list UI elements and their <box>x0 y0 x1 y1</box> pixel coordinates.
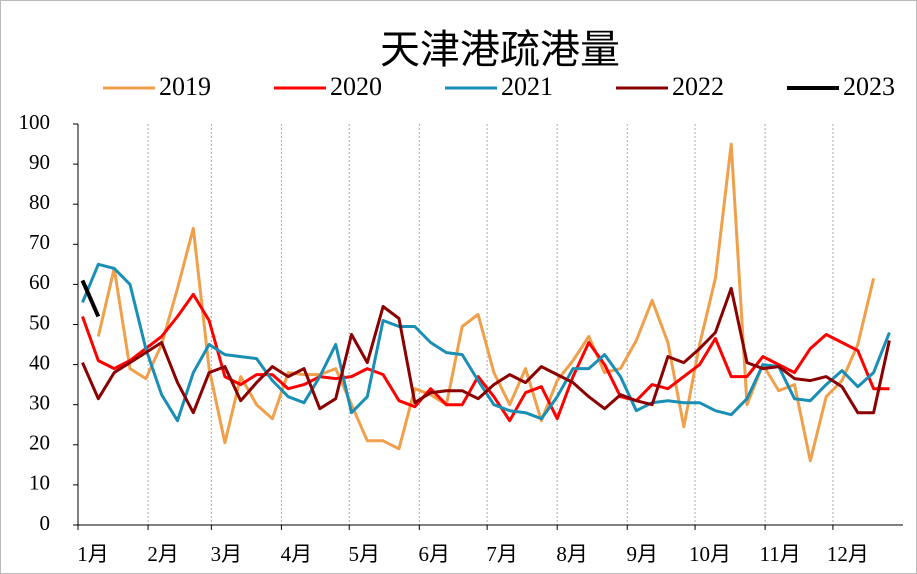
x-tick-label: 3月 <box>211 542 243 566</box>
x-tick-label: 11月 <box>760 542 801 566</box>
legend-label: 2022 <box>672 72 724 101</box>
series-line <box>96 142 876 463</box>
y-tick-label: 10 <box>29 471 50 495</box>
y-tick-label: 20 <box>29 431 50 455</box>
x-tick-label: 8月 <box>556 542 588 566</box>
x-tick-label: 5月 <box>348 542 380 566</box>
y-tick-label: 30 <box>29 391 50 415</box>
legend-label: 2023 <box>843 72 895 101</box>
legend-label: 2019 <box>159 72 211 101</box>
x-tick-label: 2月 <box>147 542 179 566</box>
y-tick-label: 90 <box>29 150 50 174</box>
x-tick-label: 9月 <box>626 542 658 566</box>
x-tick-label: 1月 <box>77 542 109 566</box>
y-tick-label: 100 <box>19 110 51 134</box>
y-tick-label: 0 <box>40 511 51 535</box>
legend-label: 2020 <box>330 72 382 101</box>
chart-title: 天津港疏港量 <box>380 27 620 73</box>
y-tick-label: 80 <box>29 190 50 214</box>
y-tick-label: 60 <box>29 270 50 294</box>
x-tick-label: 10月 <box>689 542 731 566</box>
x-tick-label: 6月 <box>419 542 451 566</box>
y-tick-label: 40 <box>29 350 50 374</box>
x-tick-label: 7月 <box>486 542 518 566</box>
x-tick-label: 12月 <box>827 542 869 566</box>
legend-label: 2021 <box>501 72 553 101</box>
series-line <box>81 286 891 415</box>
y-tick-label: 50 <box>29 310 50 334</box>
x-tick-label: 4月 <box>281 542 313 566</box>
y-tick-label: 70 <box>29 230 50 254</box>
series-line <box>80 279 101 318</box>
